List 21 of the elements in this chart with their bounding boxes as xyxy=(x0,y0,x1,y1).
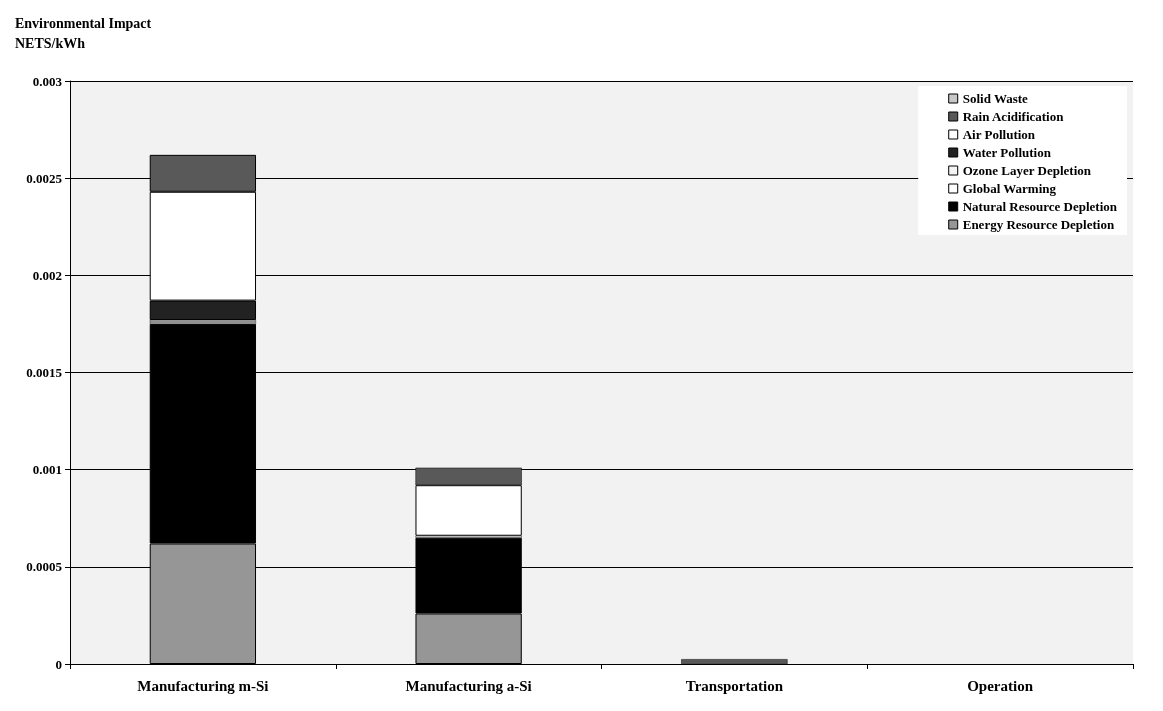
legend-label: Ozone Layer Depletion xyxy=(962,163,1092,178)
bar xyxy=(681,659,788,664)
x-tick-label: Manufacturing m-Si xyxy=(137,677,269,694)
y-tick-label: 0 xyxy=(55,656,62,672)
legend-label: Air Pollution xyxy=(962,127,1036,142)
legend-label: Energy Resource Depletion xyxy=(962,217,1115,232)
legend-label: Natural Resource Depletion xyxy=(962,199,1118,214)
y-tick-label: 0.0025 xyxy=(26,170,63,186)
x-tick-label: Operation xyxy=(967,677,1034,694)
x-tick-label: Transportation xyxy=(685,677,784,694)
y-axis-title: Environmental Impact NETS/kWh xyxy=(15,15,152,51)
legend-label: Solid Waste xyxy=(962,91,1029,106)
y-tick-label: 0.002 xyxy=(32,267,62,283)
x-tick-label: Manufacturing a-Si xyxy=(405,677,532,694)
legend-label: Water Pollution xyxy=(962,145,1052,160)
y-tick-label: 0.0005 xyxy=(26,559,63,575)
legend-label: Global Warming xyxy=(962,181,1057,196)
y-tick-label: 0.003 xyxy=(32,73,63,89)
legend-label: Rain Acidification xyxy=(962,109,1065,124)
y-tick-label: 0.0015 xyxy=(26,365,63,380)
y-tick-label: 0.001 xyxy=(32,462,62,478)
